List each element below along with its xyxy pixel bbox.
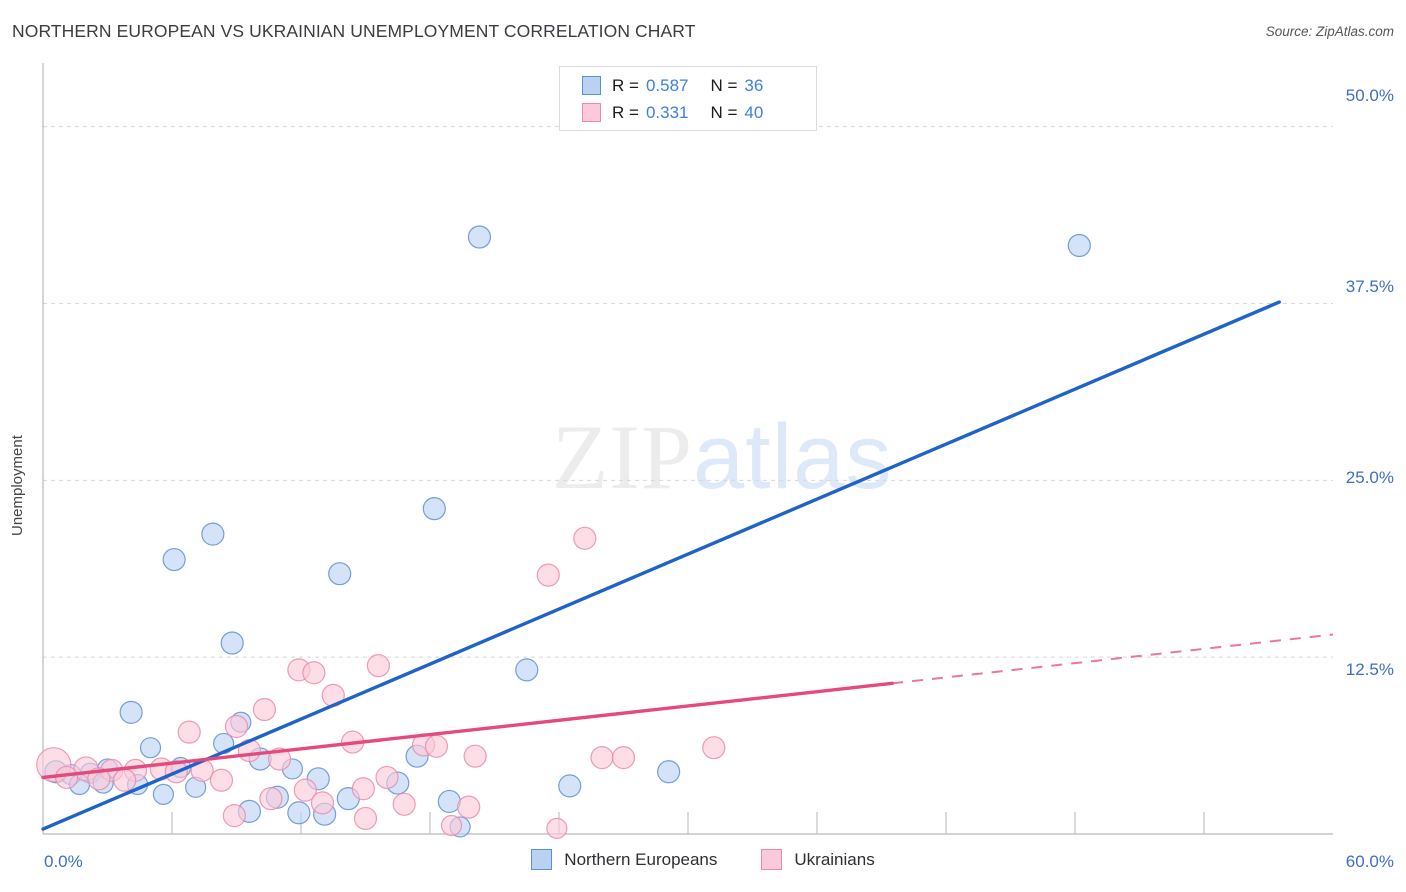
data-point — [224, 714, 249, 739]
data-point — [351, 777, 375, 801]
data-point — [536, 563, 560, 587]
data-point — [515, 658, 539, 682]
series-swatch-pink-icon — [582, 103, 601, 122]
data-point — [375, 765, 399, 790]
data-point — [287, 801, 311, 825]
data-point — [139, 737, 162, 759]
r-value-blue: 0.587 — [645, 75, 689, 95]
r-label-blue: R = — [612, 75, 639, 95]
data-point — [467, 225, 492, 249]
n-value-blue: 36 — [744, 75, 764, 95]
n-label-blue: N = — [710, 75, 738, 95]
series-swatch-blue-icon — [582, 76, 601, 95]
y-tick-375: 37.5% — [1345, 277, 1394, 296]
data-point — [573, 526, 597, 550]
data-point — [152, 783, 174, 805]
data-point — [558, 774, 582, 798]
data-point — [113, 768, 137, 792]
data-point — [657, 760, 681, 784]
legend-swatch-blue-icon — [531, 849, 553, 870]
data-point — [702, 736, 726, 760]
chart-legend: Northern Europeans Ukrainians — [0, 849, 1406, 870]
data-point — [252, 697, 277, 722]
y-tick-25: 25.0% — [1345, 468, 1394, 487]
data-point — [302, 661, 326, 685]
r-label-pink: R = — [612, 102, 639, 122]
data-point — [392, 792, 416, 816]
data-point — [119, 700, 143, 724]
data-point — [201, 522, 225, 546]
data-point — [366, 654, 390, 678]
data-point — [162, 547, 186, 572]
source-attribution: Source: ZipAtlas.com — [1265, 24, 1394, 39]
stat-row-ukrainians: R = 0.331 N = 40 — [582, 99, 816, 126]
data-point — [437, 789, 461, 814]
data-point — [353, 806, 378, 831]
x-tick-min: 0.0% — [44, 852, 83, 871]
n-label-pink: N = — [710, 102, 738, 122]
trendline-ukrainians-solid — [41, 681, 894, 780]
series-points-northern-europeans — [44, 225, 1091, 838]
legend-item-northern-europeans[interactable]: Northern Europeans — [531, 849, 717, 870]
y-tick-125: 12.5% — [1345, 660, 1394, 679]
data-point — [457, 795, 481, 819]
trendline-ukrainians-dashed — [892, 633, 1334, 685]
legend-label-northern-europeans: Northern Europeans — [564, 849, 718, 869]
data-point — [259, 787, 283, 811]
data-point — [328, 562, 352, 586]
data-point — [222, 804, 246, 828]
data-point — [440, 814, 463, 837]
data-point — [590, 746, 614, 770]
series-points-ukrainians — [36, 526, 726, 839]
legend-label-ukrainians: Ukrainians — [794, 849, 875, 869]
data-point — [55, 765, 79, 790]
data-point — [293, 778, 317, 802]
page-title: NORTHERN EUROPEAN VS UKRAINIAN UNEMPLOYM… — [12, 21, 696, 41]
n-value-pink: 40 — [744, 102, 764, 122]
data-point — [209, 768, 234, 792]
data-point — [611, 746, 636, 770]
legend-item-ukrainians[interactable]: Ukrainians — [761, 849, 875, 870]
data-point — [220, 631, 244, 655]
r-value-pink: 0.331 — [645, 102, 689, 122]
data-point — [463, 744, 487, 768]
trendline-northern-europeans — [41, 300, 1281, 831]
correlation-stats-box: R = 0.587 N = 36 R = 0.331 N = 40 — [559, 66, 817, 131]
data-point — [546, 817, 568, 839]
data-point — [310, 791, 335, 815]
data-point — [422, 497, 446, 521]
legend-swatch-pink-icon — [761, 849, 783, 870]
data-point — [1067, 233, 1091, 258]
data-point — [177, 720, 201, 744]
x-tick-max: 60.0% — [1345, 852, 1394, 871]
stat-row-northern-europeans: R = 0.587 N = 36 — [582, 72, 816, 99]
y-tick-50: 50.0% — [1345, 86, 1394, 105]
data-point — [424, 734, 449, 758]
